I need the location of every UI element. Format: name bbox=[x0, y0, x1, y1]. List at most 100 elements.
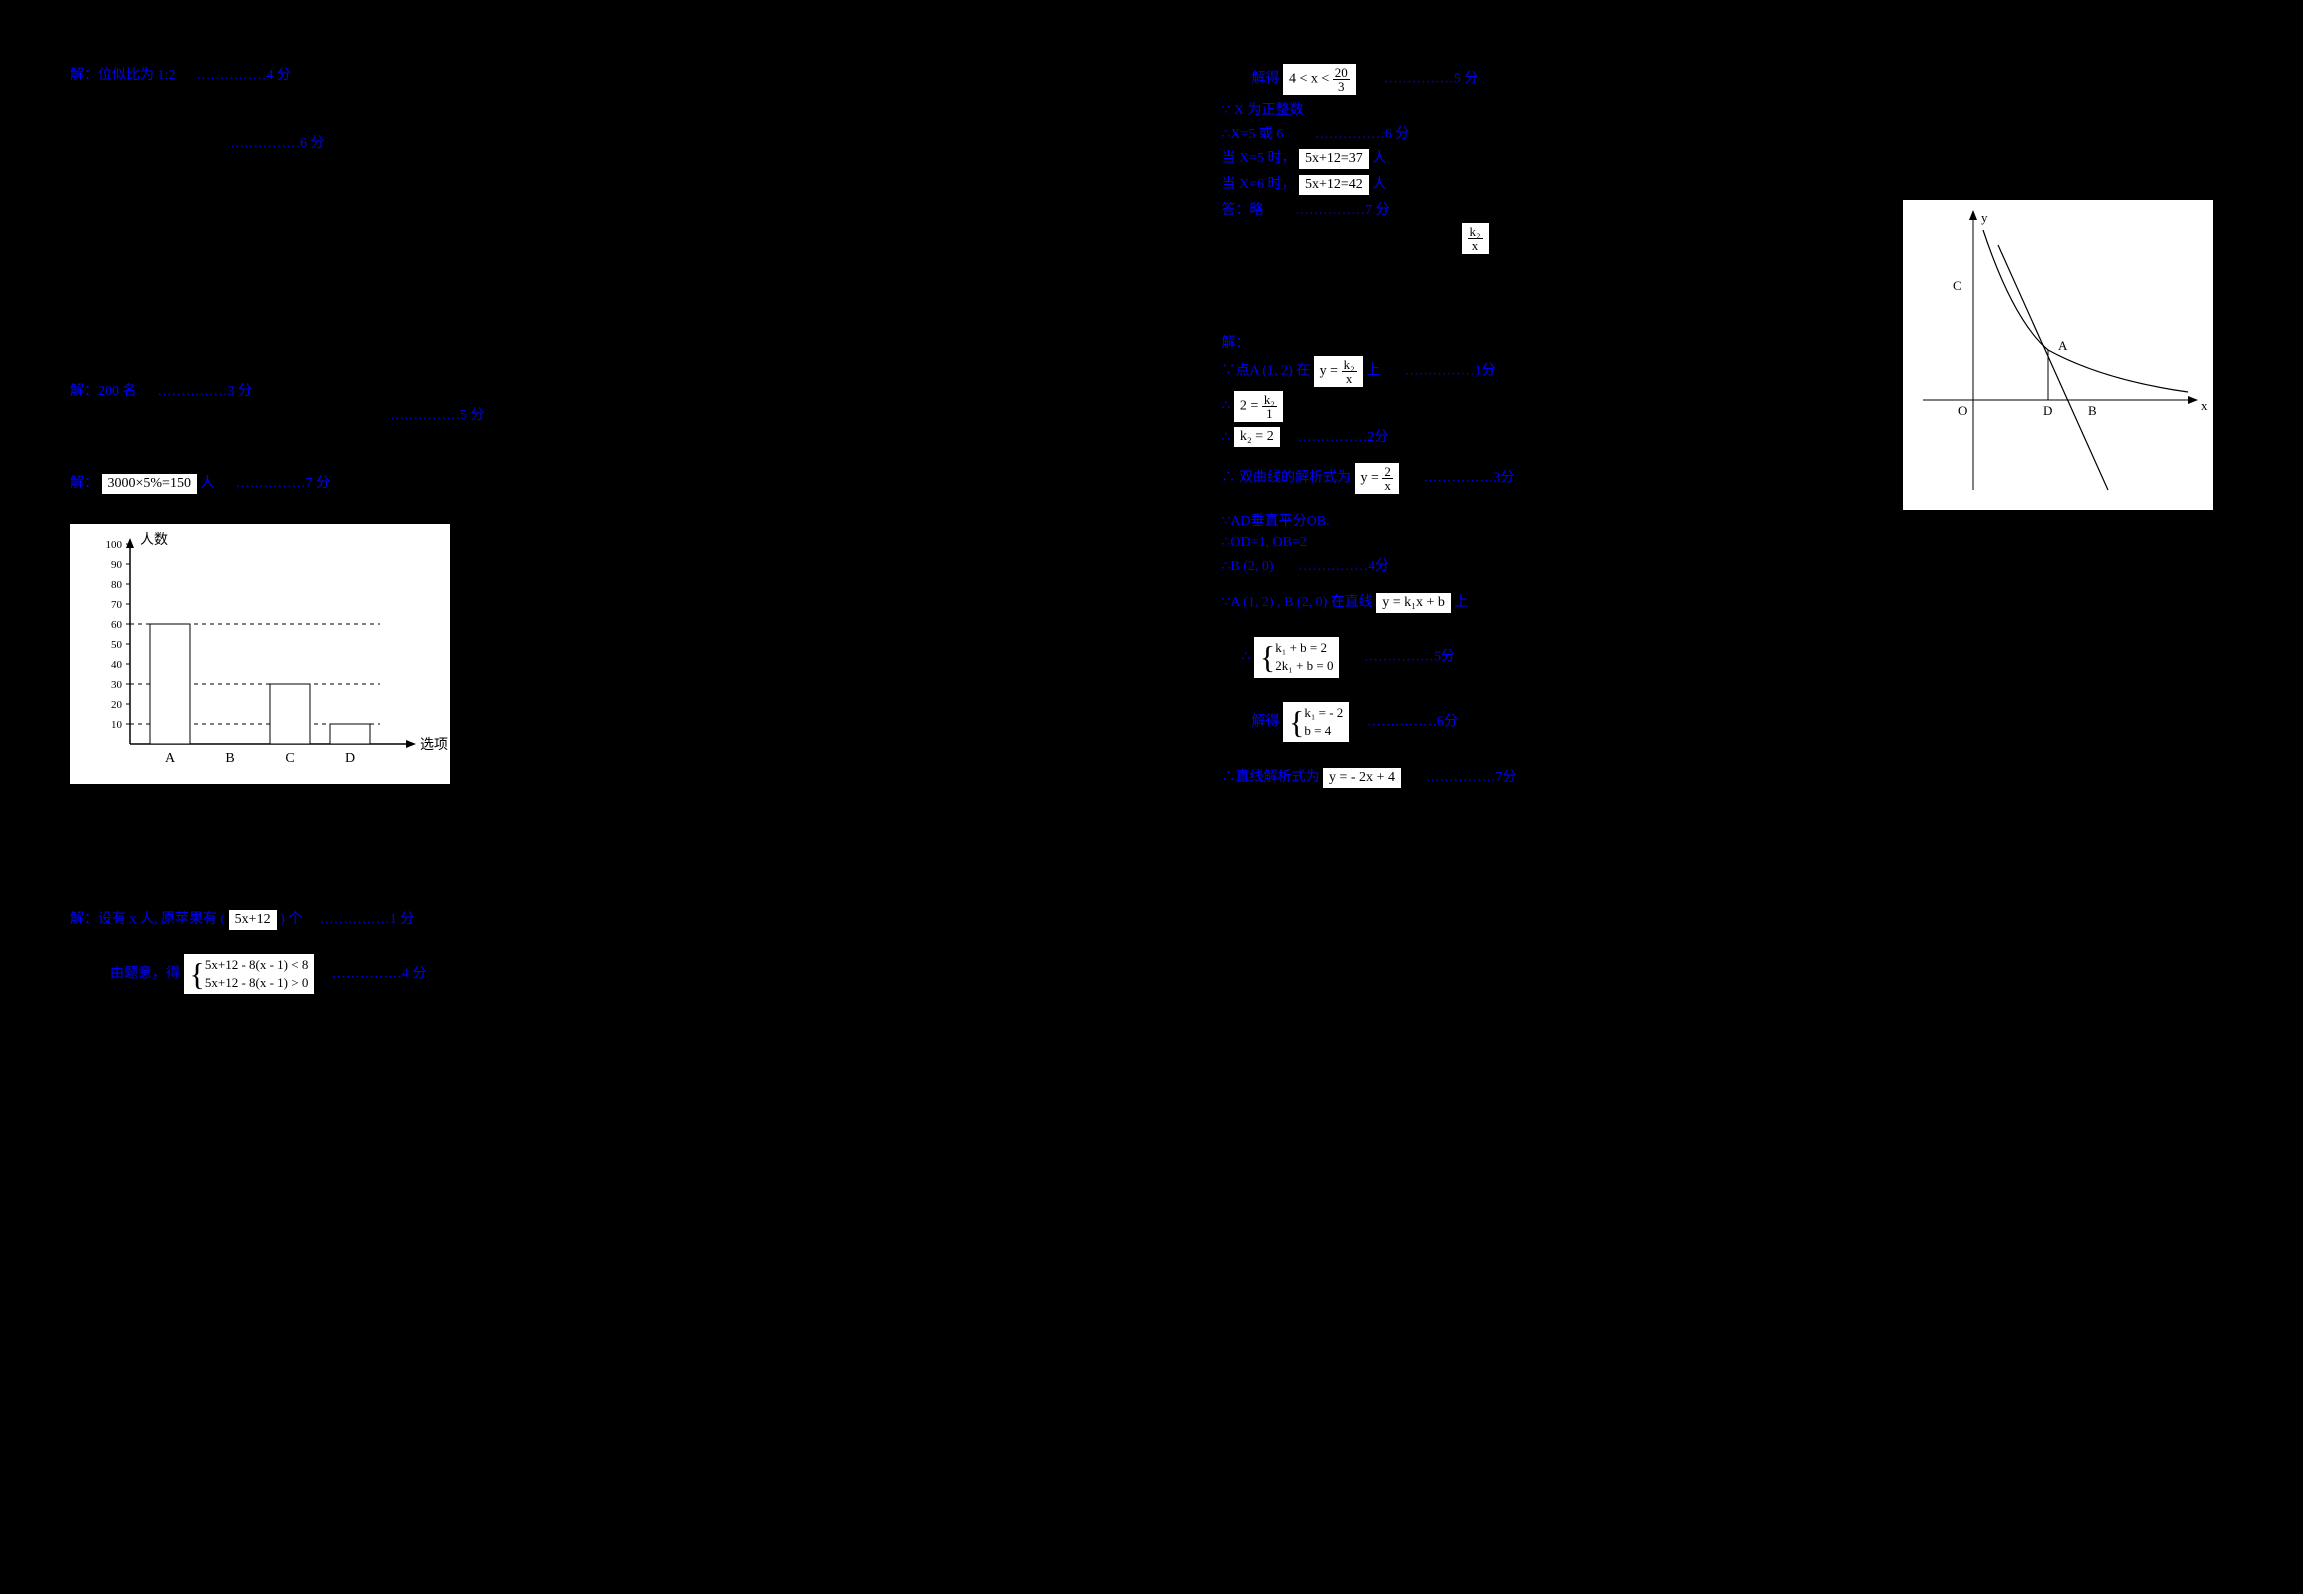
line-ratio: 解：位似比为 1:2 ……………4 分 bbox=[70, 64, 1112, 84]
line-3000: 解： 3000×5%=150 人 ……………7 分 bbox=[70, 472, 1112, 494]
line-dots-6: ……………6 分 bbox=[70, 132, 1112, 152]
line-AB-on: ∵A (1, 2) , B (2, 0) 在直线 y = k₁x + b 上 bbox=[1222, 591, 2264, 613]
text: 上 bbox=[1366, 363, 1380, 378]
coord-graph: x y O A D B C bbox=[1903, 200, 2213, 510]
math-5x12: 5x+12 bbox=[229, 910, 277, 930]
math-yk2x: y = k₂x bbox=[1314, 356, 1363, 387]
score-dots: ……………5 分 bbox=[1384, 72, 1479, 87]
score-dots: ……………1 分 bbox=[320, 912, 415, 927]
svg-text:B: B bbox=[225, 751, 234, 766]
svg-text:x: x bbox=[2201, 398, 2208, 413]
text: ∴ 双曲线的解析式为 bbox=[1222, 471, 1352, 486]
svg-text:90: 90 bbox=[111, 559, 123, 571]
svg-text:选项: 选项 bbox=[420, 737, 448, 753]
line-x5: 当 X=5 时， 5x+12=37 人 bbox=[1222, 147, 2264, 169]
score-dots: ……………2分 bbox=[1297, 430, 1388, 445]
column-right: 解得 4 < x < 203 ……………5 分 ∵ X 为正整数 ∴X=5 或 … bbox=[1152, 0, 2303, 1594]
svg-text:50: 50 bbox=[111, 639, 123, 651]
svg-text:A: A bbox=[165, 751, 176, 766]
line-dots-5: ……………5 分 bbox=[70, 404, 1112, 424]
math-37: 5x+12=37 bbox=[1299, 149, 1369, 169]
line-200: 解：200 名 ……………3 分 bbox=[70, 380, 1112, 400]
math-y2x4: y = - 2x + 4 bbox=[1323, 768, 1401, 788]
line-B: ∴B (2, 0) ……………4分 bbox=[1222, 555, 2264, 575]
score-dots: ……………5 分 bbox=[390, 408, 485, 423]
text: 解：设有 x 人, 原苹果有 ( bbox=[70, 912, 225, 927]
column-left: 解：位似比为 1:2 ……………4 分 ……………6 分 解：200 名 ………… bbox=[0, 0, 1152, 1594]
line-OD: ∴OD=1, OB=2 bbox=[1222, 534, 2264, 551]
line-final: ∴直线解析式为 y = - 2x + 4 ……………7分 bbox=[1222, 766, 2264, 788]
math-k2x: k₂x bbox=[1462, 223, 1489, 254]
text: 解得 bbox=[1252, 714, 1280, 729]
text: ∵AD垂直平分OB. bbox=[1222, 514, 1330, 529]
score-dots: ……………6 分 bbox=[230, 136, 325, 151]
score-dots: ……………6 分 bbox=[1315, 127, 1410, 142]
text: 解： bbox=[1222, 336, 1250, 351]
line-pos-int: ∵ X 为正整数 bbox=[1222, 99, 2264, 119]
text: 解：200 名 bbox=[70, 384, 137, 399]
line-sys2: ∴ { k₁ + b = 2 2k₁ + b = 0 ……………5分 bbox=[1222, 637, 2264, 677]
text: 解：位似比为 1:2 bbox=[70, 68, 175, 83]
svg-text:20: 20 bbox=[111, 699, 123, 711]
text: 上 bbox=[1454, 595, 1468, 610]
eq1: 5x+12 - 8(x - 1) < 8 bbox=[205, 956, 308, 974]
svg-text:10: 10 bbox=[111, 719, 123, 731]
svg-text:70: 70 bbox=[111, 599, 123, 611]
math-2k21: 2 = k₂1 bbox=[1234, 391, 1283, 422]
text: 答：略 bbox=[1222, 203, 1264, 218]
text: ∴直线解析式为 bbox=[1222, 770, 1320, 785]
math-sys-sol: { k₁ = - 2 b = 4 bbox=[1283, 702, 1349, 742]
text: 由题意，得 bbox=[110, 966, 180, 981]
bar-chart: 人数 选项 100908070605040302010 ABCD bbox=[70, 524, 450, 784]
math-range: 4 < x < 203 bbox=[1283, 64, 1356, 95]
text: ∴ bbox=[1222, 430, 1231, 445]
math-k22: k₂ = 2 bbox=[1234, 427, 1280, 447]
text: 当 X=6 时， bbox=[1222, 177, 1296, 192]
svg-text:60: 60 bbox=[111, 619, 123, 631]
text: ∴ bbox=[1242, 650, 1251, 665]
score-dots: ……………4 分 bbox=[332, 966, 427, 981]
text: 当 X=5 时， bbox=[1222, 151, 1296, 166]
score-dots: ……………5分 bbox=[1364, 650, 1455, 665]
svg-text:D: D bbox=[345, 751, 355, 766]
svg-text:C: C bbox=[1953, 278, 1962, 293]
score-dots: ……………3 分 bbox=[158, 384, 253, 399]
svg-text:100: 100 bbox=[106, 539, 123, 551]
text: ∴X=5 或 6 bbox=[1222, 127, 1284, 142]
score-dots: ……………1分 bbox=[1405, 363, 1496, 378]
text: 人 bbox=[1372, 151, 1386, 166]
line-x6: 当 X=6 时， 5x+12=42 人 bbox=[1222, 173, 2264, 195]
bar-chart-svg: 人数 选项 100908070605040302010 ABCD bbox=[70, 524, 450, 784]
text: 人 bbox=[200, 476, 214, 491]
svg-text:人数: 人数 bbox=[140, 532, 168, 548]
math-system: { 5x+12 - 8(x - 1) < 8 5x+12 - 8(x - 1) … bbox=[184, 954, 315, 994]
svg-text:30: 30 bbox=[111, 679, 123, 691]
line-setx: 解：设有 x 人, 原苹果有 ( 5x+12 ) 个 ……………1 分 bbox=[70, 908, 1112, 930]
svg-text:O: O bbox=[1958, 403, 1967, 418]
text: ∵A (1, 2) , B (2, 0) 在直线 bbox=[1222, 595, 1373, 610]
line-AD: ∵AD垂直平分OB. bbox=[1222, 510, 2264, 530]
coord-graph-svg: x y O A D B C bbox=[1903, 200, 2213, 510]
math-sys2: { k₁ + b = 2 2k₁ + b = 0 bbox=[1254, 637, 1340, 677]
math-k1xb: y = k₁x + b bbox=[1376, 593, 1451, 613]
line-solve-range: 解得 4 < x < 203 ……………5 分 bbox=[1222, 64, 2264, 95]
score-dots: ……………3分 bbox=[1423, 471, 1514, 486]
svg-text:B: B bbox=[2088, 403, 2097, 418]
text: 解得 bbox=[1252, 72, 1284, 87]
text: 解： bbox=[70, 476, 98, 491]
svg-text:y: y bbox=[1981, 210, 1988, 225]
text: ∵点A (1, 2) 在 bbox=[1222, 363, 1311, 378]
text: ) 个 bbox=[280, 912, 302, 927]
text: ∴ bbox=[1222, 398, 1231, 413]
score-dots: ……………7 分 bbox=[1295, 203, 1390, 218]
line-system: 由题意，得 { 5x+12 - 8(x - 1) < 8 5x+12 - 8(x… bbox=[70, 954, 1112, 994]
svg-text:A: A bbox=[2058, 338, 2068, 353]
math-y2x: y = 2x bbox=[1355, 463, 1399, 494]
math-3000: 3000×5%=150 bbox=[102, 474, 197, 494]
line-x56: ∴X=5 或 6 ……………6 分 bbox=[1222, 123, 2264, 143]
math-42: 5x+12=42 bbox=[1299, 175, 1369, 195]
score-dots: ……………4 分 bbox=[196, 68, 291, 83]
score-dots: ……………6分 bbox=[1367, 714, 1458, 729]
eq2: 5x+12 - 8(x - 1) > 0 bbox=[205, 974, 308, 992]
text: 人 bbox=[1372, 177, 1386, 192]
